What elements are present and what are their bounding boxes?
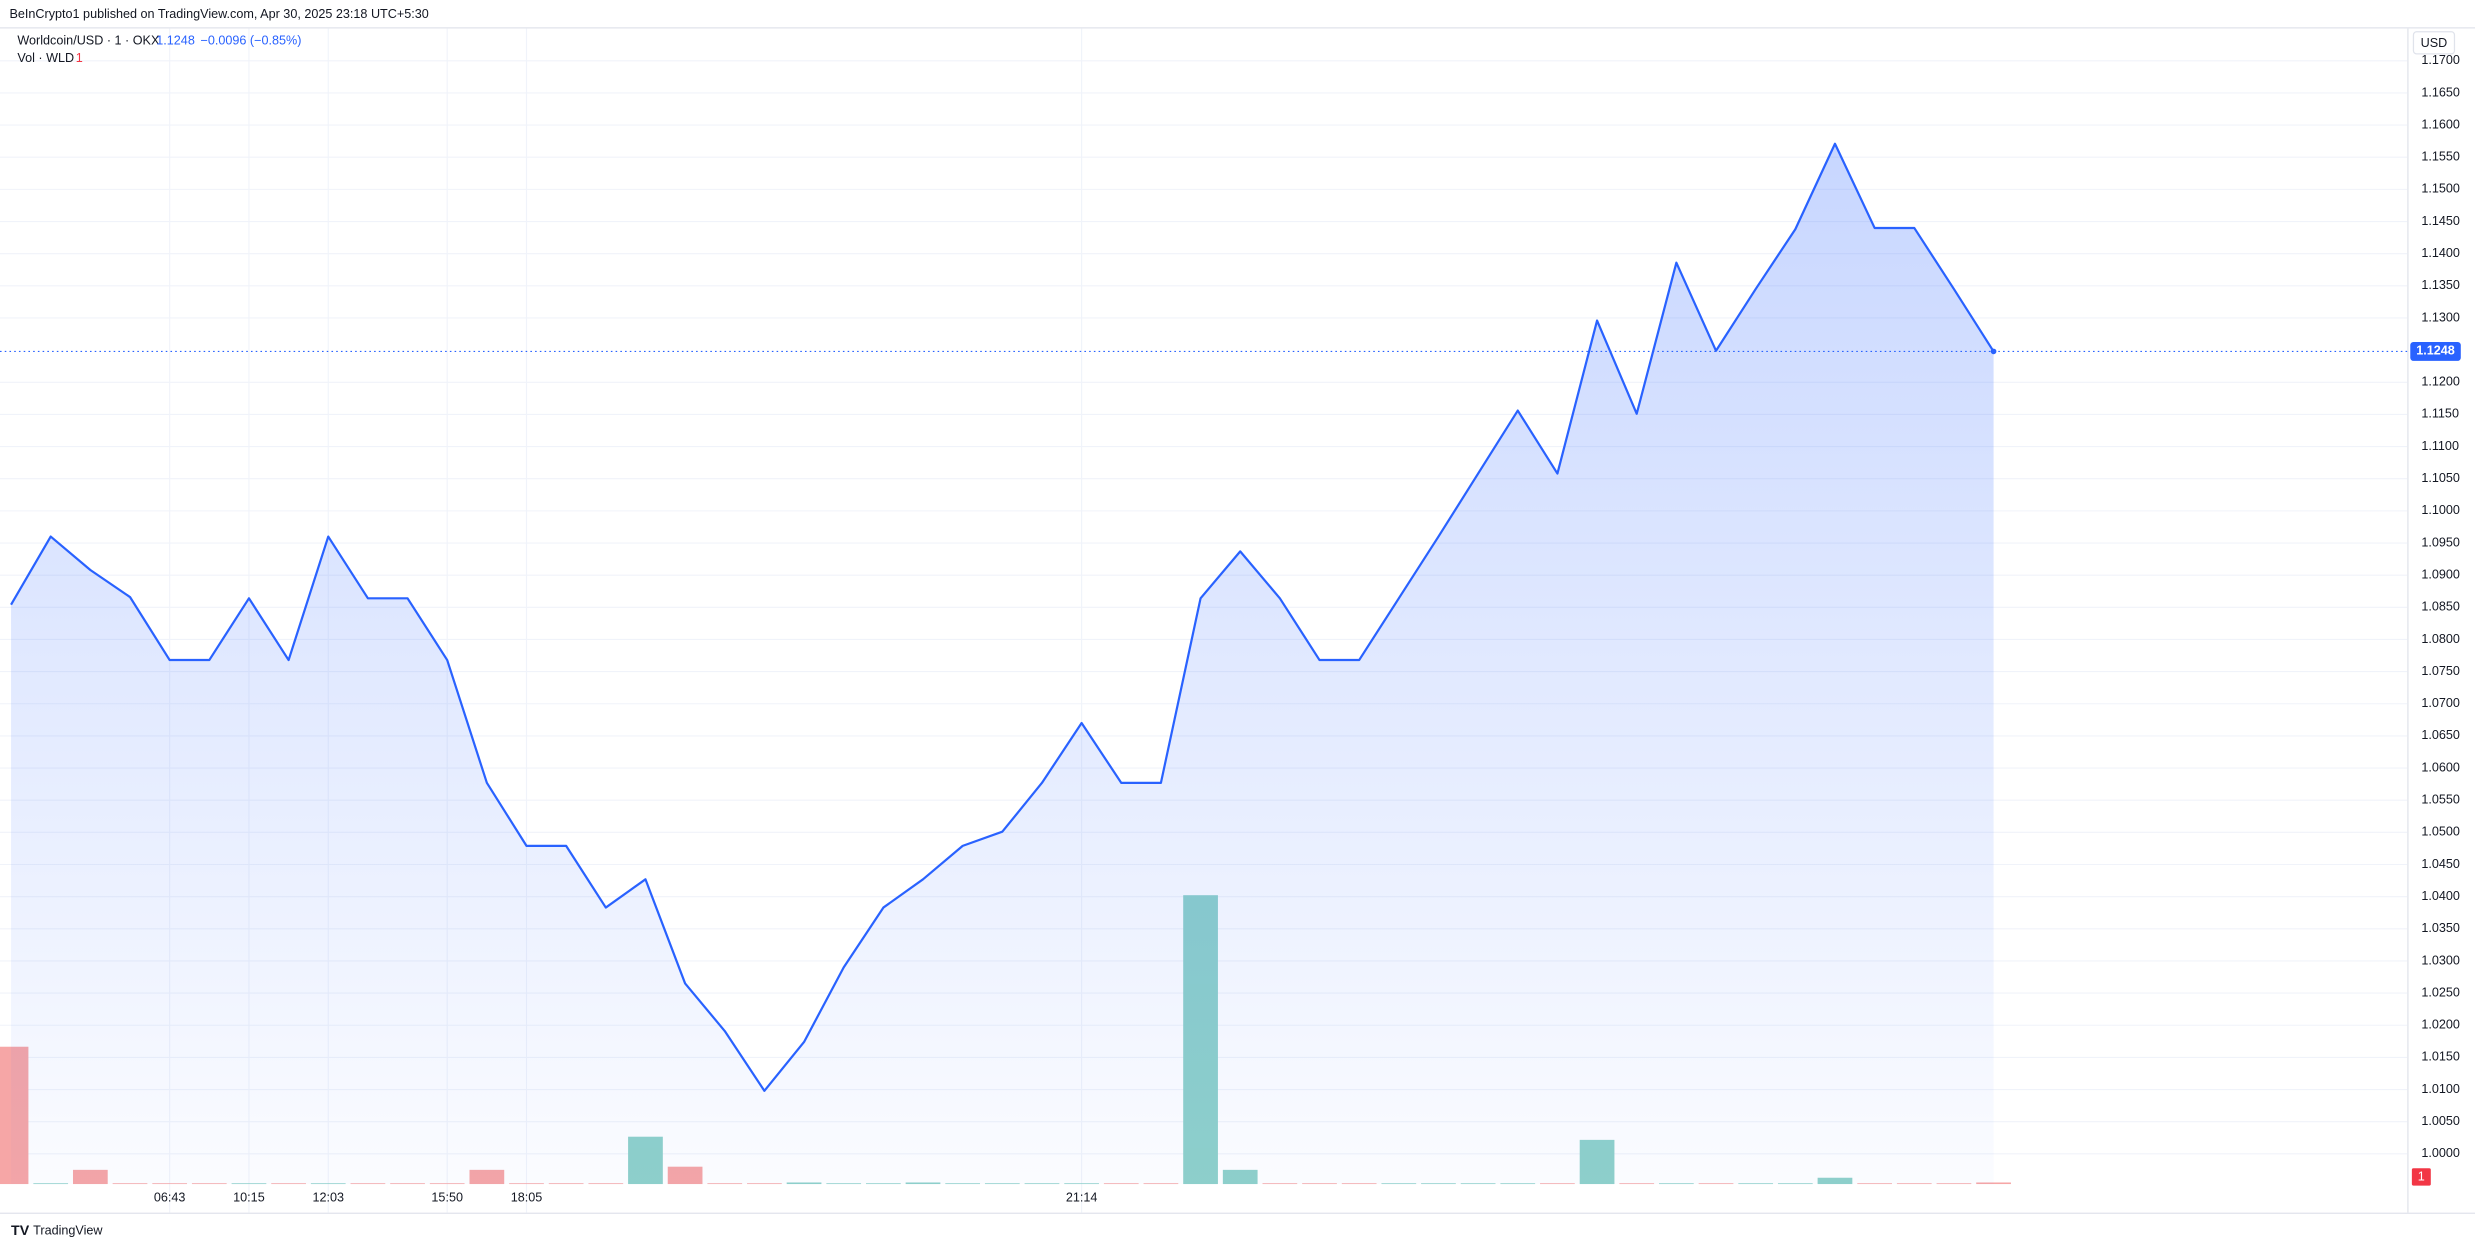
line (10, 142, 1995, 1092)
y-tick-label: 1.0150 (2421, 1050, 2460, 1064)
last-price: 1.1248 (156, 34, 195, 48)
currency[interactable]: USD (2421, 36, 2448, 50)
y-tick-label: 1.1450 (2421, 214, 2460, 228)
y-tick-label: 1.1550 (2421, 150, 2460, 164)
header: BeInCrypto1 published on TradingView.com… (9, 7, 428, 21)
last-point (1990, 348, 1997, 355)
y-tick-label: 1.1350 (2421, 278, 2460, 292)
x-tick-label: 21:14 (1066, 1191, 1098, 1205)
y-tick-label: 1.0400 (2421, 889, 2460, 903)
last-price-tag-label: 1.1248 (2416, 344, 2455, 358)
y-tick-label: 1.1050 (2421, 471, 2460, 485)
x-tick-label: 15:50 (431, 1191, 463, 1205)
area (11, 143, 1994, 1185)
y-tick-label: 1.0600 (2421, 760, 2460, 774)
y-tick-label: 1.0300 (2421, 953, 2460, 967)
last-price-tag (2410, 341, 2461, 361)
y-tick-label: 1.0100 (2421, 1082, 2460, 1096)
x-tick-label: 12:03 (312, 1191, 344, 1205)
y-tick-label: 1.1150 (2421, 407, 2459, 421)
y-tick-label: 1.1650 (2421, 85, 2460, 99)
y-tick-label: 1.0500 (2421, 825, 2460, 839)
volume-tag (2411, 1168, 2431, 1186)
y-tick-label: 1.1500 (2421, 182, 2460, 196)
y-tick-label: 1.0950 (2421, 535, 2460, 549)
change: −0.0096 (−0.85%) (200, 34, 301, 48)
y-tick-label: 1.0750 (2421, 664, 2460, 678)
volume-tag-label: 1 (2418, 1169, 2425, 1183)
x-tick-label: 06:43 (154, 1191, 186, 1205)
y-tick-label: 1.0450 (2421, 857, 2460, 871)
plot (0, 28, 2408, 1213)
footer: TradingView (33, 1224, 103, 1238)
y-tick-label: 1.0200 (2421, 1018, 2460, 1032)
y-tick-label: 1.1200 (2421, 375, 2460, 389)
y-tick-label: 1.0250 (2421, 985, 2460, 999)
y-tick-label: 1.1400 (2421, 246, 2460, 260)
y-tick-label: 1.0000 (2421, 1146, 2460, 1160)
volume-last: 1 (76, 51, 83, 65)
y-tick-label: 1.0900 (2421, 567, 2460, 581)
y-tick-label: 1.1600 (2421, 117, 2460, 131)
y-tick-label: 1.1300 (2421, 310, 2460, 324)
symbol: Worldcoin/USD · 1 · OKX (17, 34, 160, 48)
y-tick-label: 1.0350 (2421, 921, 2460, 935)
y-tick-label: 1.0550 (2421, 793, 2460, 807)
volume-title: Vol · WLD (17, 51, 74, 65)
x-tick-label: 10:15 (233, 1191, 265, 1205)
logo: TV (11, 1223, 30, 1239)
y-tick-label: 1.1100 (2421, 439, 2459, 453)
y-tick-label: 1.0050 (2421, 1114, 2460, 1128)
y-tick-label: 1.0650 (2421, 728, 2460, 742)
currency-button[interactable] (2412, 31, 2456, 55)
y-tick-label: 1.0800 (2421, 632, 2460, 646)
y-tick-label: 1.1000 (2421, 503, 2460, 517)
y-tick-label: 1.0700 (2421, 696, 2460, 710)
x-tick-label: 18:05 (511, 1191, 543, 1205)
y-tick-label: 1.1700 (2421, 53, 2460, 67)
y-tick-label: 1.0850 (2421, 600, 2460, 614)
